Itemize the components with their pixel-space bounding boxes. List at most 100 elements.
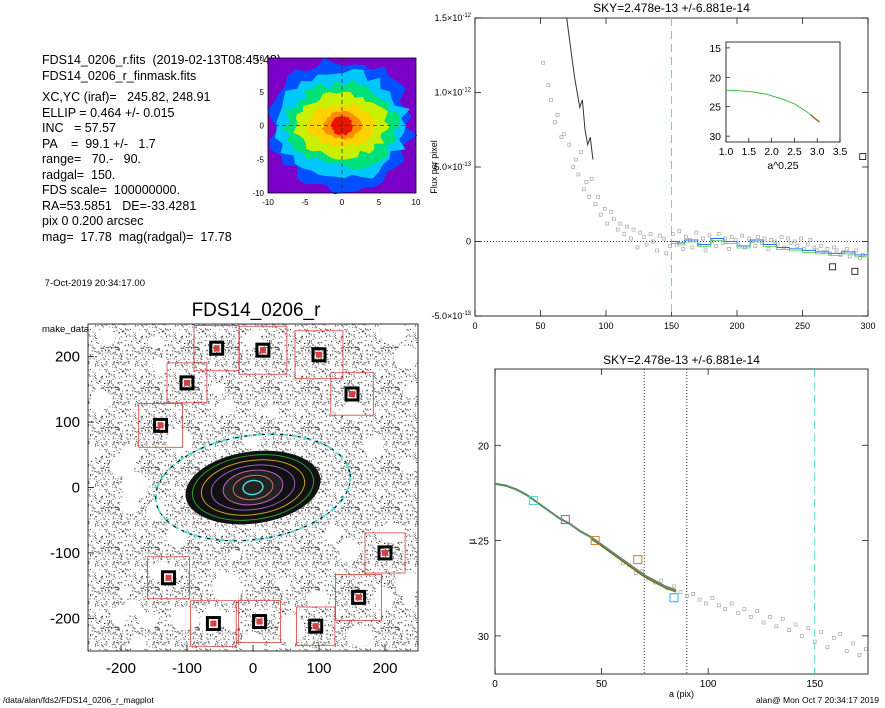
flux-point bbox=[549, 98, 553, 102]
masked-source bbox=[264, 404, 280, 418]
inset-xtick-label: 1.5 bbox=[741, 146, 756, 158]
masked-source bbox=[324, 525, 342, 544]
info-line: FDS14_0206_r.fits (2019-02-13T08:45:48) bbox=[42, 53, 282, 67]
flux-square-marker bbox=[851, 267, 859, 275]
flux-point bbox=[792, 239, 797, 244]
masked-source bbox=[90, 389, 110, 410]
sky-box-marker bbox=[205, 616, 221, 632]
flux-point bbox=[584, 180, 589, 184]
heatmap-ytick-label: -5 bbox=[257, 155, 265, 164]
inset-xtick-label: 2.5 bbox=[787, 146, 802, 158]
flux-point bbox=[762, 236, 767, 241]
flux-square-marker bbox=[829, 263, 837, 271]
mu-profile-green bbox=[494, 484, 677, 592]
masked-source bbox=[405, 382, 418, 398]
inset-ytick-label: 30 bbox=[709, 131, 721, 143]
flux-point bbox=[788, 241, 793, 245]
mu-point bbox=[723, 607, 727, 611]
mu-point bbox=[851, 641, 855, 646]
mu-plot: SKY=2.478e-13 +/-6.881e-14 a (pix) µ 0 50 100… bbox=[467, 353, 869, 699]
sky-ytick-label: 100 bbox=[55, 414, 80, 431]
mu-marker bbox=[528, 496, 538, 506]
info-line: range= 70.- 90. bbox=[42, 152, 142, 166]
isophote bbox=[232, 474, 274, 501]
isophote bbox=[200, 459, 306, 516]
masked-source bbox=[306, 590, 330, 607]
center-zoom-plot: -10 -5 0 5 10 10 5 0 -5 -10 bbox=[252, 54, 421, 207]
masked-source bbox=[139, 612, 158, 630]
flux-point bbox=[690, 245, 695, 250]
info-line: INC = 57.57 bbox=[42, 121, 116, 135]
mu-point bbox=[704, 601, 708, 606]
masked-source bbox=[374, 587, 395, 611]
masked-source bbox=[363, 435, 384, 458]
heatmap-xtick-label: 0 bbox=[340, 198, 345, 207]
flux-point bbox=[576, 172, 581, 177]
masked-source bbox=[170, 606, 200, 631]
flux-point bbox=[618, 221, 623, 226]
flux-point bbox=[553, 120, 557, 125]
masked-source bbox=[88, 445, 98, 461]
flux-point bbox=[655, 248, 659, 253]
heatmap-xtick-label: 10 bbox=[412, 198, 421, 207]
mu-point bbox=[633, 571, 638, 575]
inset-curve-tail bbox=[809, 113, 820, 123]
mu-marker bbox=[669, 593, 679, 603]
sky-box-frame bbox=[147, 556, 190, 600]
mu-point bbox=[774, 624, 779, 629]
flux-point bbox=[589, 177, 594, 181]
mu-point bbox=[761, 620, 766, 625]
flux-point bbox=[546, 83, 551, 87]
flux-xtick-label: 150 bbox=[664, 321, 679, 331]
mu-point bbox=[844, 649, 849, 653]
masked-source bbox=[152, 357, 168, 374]
flux-point bbox=[602, 206, 607, 211]
sky-box-frame bbox=[364, 532, 406, 574]
info-line: radgal= 150. bbox=[42, 167, 116, 182]
flux-xtick-label: 0 bbox=[472, 321, 477, 331]
masked-source bbox=[146, 500, 166, 522]
flux-ytick-label: 1.0×10-12 bbox=[435, 88, 472, 98]
heatmap-xtick-label: -10 bbox=[262, 198, 274, 207]
flux-ytick-label: 1.5×10-12 bbox=[435, 13, 472, 23]
masked-source bbox=[129, 635, 147, 651]
masked-source bbox=[277, 577, 290, 590]
sky-xtick-label: 0 bbox=[249, 660, 257, 677]
masked-source bbox=[209, 383, 226, 395]
flux-profile-line bbox=[566, 17, 594, 160]
info-line: pix 0 0.200 arcsec bbox=[42, 214, 144, 228]
sky-inner bbox=[88, 324, 418, 651]
flux-point bbox=[596, 195, 600, 199]
flux-point bbox=[664, 251, 669, 256]
mu-point bbox=[793, 622, 798, 627]
masked-source bbox=[119, 499, 141, 514]
masked-source bbox=[109, 455, 135, 477]
masked-source bbox=[400, 459, 417, 473]
sky-image-title: FDS14_0206_r bbox=[192, 300, 322, 321]
flux-point bbox=[562, 132, 566, 137]
flux-point bbox=[615, 227, 620, 232]
sky-box-frame bbox=[296, 606, 336, 646]
sky-box-core bbox=[349, 390, 355, 397]
flux-point bbox=[766, 247, 771, 251]
flux-point bbox=[694, 230, 699, 235]
sky-box-marker bbox=[153, 417, 169, 433]
flux-point bbox=[631, 227, 636, 232]
mu-point bbox=[864, 647, 868, 652]
sky-ytick-label: 200 bbox=[55, 349, 80, 366]
masked-source bbox=[271, 639, 281, 650]
sky-box-marker bbox=[344, 386, 360, 402]
flux-point bbox=[854, 248, 859, 253]
sky-box-core bbox=[312, 623, 319, 630]
info-line: ELLIP = 0.464 +/- 0.015 bbox=[42, 105, 175, 120]
flux-ylabel: Flux per pixel bbox=[429, 140, 439, 194]
flux-point bbox=[825, 247, 830, 251]
mu-ytick-label: 20 bbox=[478, 441, 490, 452]
heatmap-xtick-label: -5 bbox=[301, 198, 309, 207]
mu-point bbox=[838, 632, 843, 636]
masked-source bbox=[403, 596, 416, 610]
heatmap-xtick-label: 5 bbox=[377, 198, 382, 207]
inset-ytick-label: 15 bbox=[709, 43, 721, 55]
inset-xlabel: a^0.25 bbox=[767, 160, 798, 172]
sky-box-frame bbox=[193, 325, 240, 372]
